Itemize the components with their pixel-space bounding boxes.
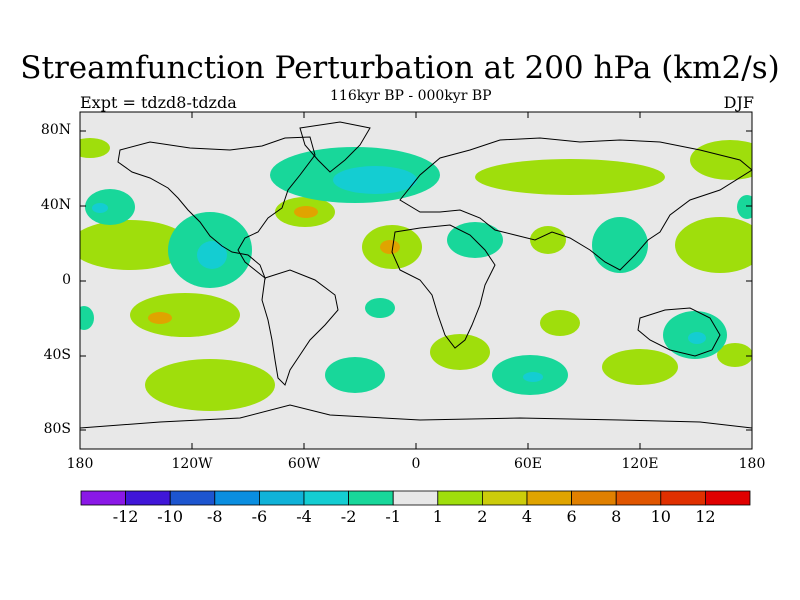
south-america-coast <box>261 269 339 386</box>
contour-region <box>92 203 108 213</box>
colorbar-label: -1 <box>385 507 401 526</box>
colorbar-label: 12 <box>695 507 716 526</box>
colorbar-swatch <box>615 490 662 506</box>
lon-label-120e: 120E <box>621 456 659 472</box>
contour-region <box>530 226 566 254</box>
contour-region <box>130 293 240 337</box>
lon-label-180e: 180 <box>738 456 766 472</box>
colorbar-swatch <box>660 490 706 506</box>
colorbar-swatch <box>526 490 572 506</box>
lon-label-60w: 60W <box>287 456 321 472</box>
contour-region <box>333 166 417 194</box>
lat-label-0: 0 <box>62 272 71 288</box>
contour-region <box>380 240 400 254</box>
lat-label-40s: 40S <box>43 347 71 363</box>
contour-region <box>523 372 543 382</box>
lat-label-40n: 40N <box>40 197 71 213</box>
colorbar-label: -10 <box>157 507 184 526</box>
colorbar-label: 2 <box>477 507 488 526</box>
contour-region <box>80 138 110 158</box>
africa-coast <box>391 224 496 349</box>
contour-region <box>85 189 135 225</box>
contour-region <box>475 159 665 195</box>
contour-region <box>717 343 752 367</box>
colorbar-swatch <box>437 490 483 506</box>
antarctica-coast <box>80 404 752 429</box>
contour-region <box>675 217 752 273</box>
australia-coast <box>637 307 721 357</box>
contour-region <box>145 359 275 411</box>
colorbar-label: -8 <box>207 507 223 526</box>
contour-region <box>80 220 190 270</box>
lat-label-80s: 80S <box>43 421 71 437</box>
colorbar <box>80 490 751 506</box>
contour-region <box>80 306 94 330</box>
colorbar-swatch <box>705 490 751 506</box>
contour-region <box>737 195 752 219</box>
colorbar-label: -6 <box>251 507 268 526</box>
colorbar-swatch <box>258 490 305 506</box>
lat-label-80n: 80N <box>40 122 71 138</box>
colorbar-label: 8 <box>611 507 622 526</box>
colorbar-swatch <box>80 490 126 506</box>
season-label: DJF <box>723 93 754 112</box>
lon-label-60e: 60E <box>513 456 543 472</box>
north-america-coast <box>117 136 316 280</box>
contour-region <box>197 241 227 269</box>
greenland-coast <box>299 121 371 173</box>
contour-region <box>294 206 318 218</box>
lon-label-0: 0 <box>411 456 421 472</box>
colorbar-swatch <box>392 490 439 506</box>
colorbar-label: 4 <box>521 507 533 526</box>
contour-region <box>592 217 648 273</box>
colorbar-swatch <box>125 490 171 506</box>
colorbar-swatch <box>214 490 260 506</box>
contour-region <box>365 298 395 318</box>
contour-region <box>325 357 385 393</box>
contour-region <box>148 312 172 324</box>
contour-region <box>430 334 490 370</box>
lon-label-120w: 120W <box>171 456 213 472</box>
colorbar-swatch <box>481 490 528 506</box>
plot-title: Streamfunction Perturbation at 200 hPa (… <box>20 50 780 86</box>
experiment-label: Expt = tdzd8-tdzda <box>80 93 237 112</box>
colorbar-label: 10 <box>650 507 671 526</box>
colorbar-label: -4 <box>296 507 312 526</box>
contour-region <box>540 310 580 336</box>
colorbar-label: -2 <box>340 507 357 526</box>
time-range-label: 116kyr BP - 000kyr BP <box>330 88 492 104</box>
lon-label-180w: 180 <box>66 456 94 472</box>
axis-ticks <box>79 112 753 449</box>
coastlines <box>80 121 752 429</box>
colorbar-swatch <box>571 490 617 506</box>
colorbar-swatch <box>169 490 216 506</box>
contour-region <box>690 140 752 180</box>
colorbar-swatch <box>348 490 394 506</box>
colorbar-label: -12 <box>112 507 139 526</box>
contour-region <box>602 349 678 385</box>
colorbar-swatch <box>303 490 349 506</box>
europe-asia-coast <box>399 137 752 271</box>
colorbar-label: 1 <box>432 507 443 526</box>
anomaly-contours <box>80 138 752 411</box>
colorbar-label: 6 <box>566 507 577 526</box>
contour-region <box>688 332 706 344</box>
